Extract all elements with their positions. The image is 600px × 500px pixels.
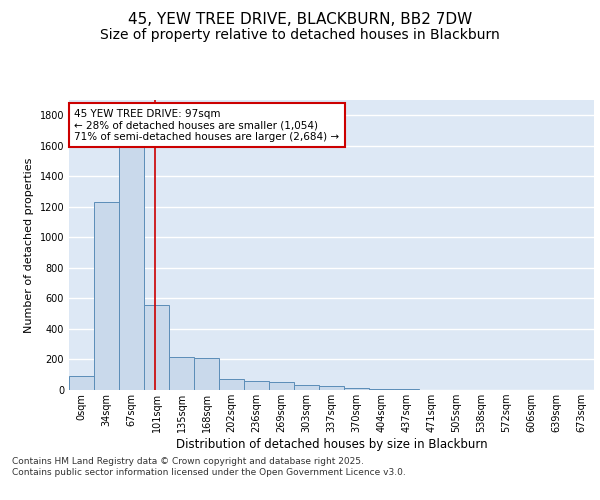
Bar bbox=[219, 380, 244, 390]
Bar bbox=[69, 376, 94, 390]
X-axis label: Distribution of detached houses by size in Blackburn: Distribution of detached houses by size … bbox=[176, 438, 487, 451]
Bar bbox=[144, 304, 169, 390]
Text: Contains HM Land Registry data © Crown copyright and database right 2025.
Contai: Contains HM Land Registry data © Crown c… bbox=[12, 458, 406, 477]
Bar bbox=[344, 388, 369, 390]
Text: Size of property relative to detached houses in Blackburn: Size of property relative to detached ho… bbox=[100, 28, 500, 42]
Text: 45 YEW TREE DRIVE: 97sqm
← 28% of detached houses are smaller (1,054)
71% of sem: 45 YEW TREE DRIVE: 97sqm ← 28% of detach… bbox=[74, 108, 340, 142]
Text: 45, YEW TREE DRIVE, BLACKBURN, BB2 7DW: 45, YEW TREE DRIVE, BLACKBURN, BB2 7DW bbox=[128, 12, 472, 28]
Y-axis label: Number of detached properties: Number of detached properties bbox=[24, 158, 34, 332]
Bar bbox=[269, 382, 294, 390]
Bar bbox=[94, 202, 119, 390]
Bar bbox=[369, 389, 394, 390]
Bar bbox=[319, 386, 344, 390]
Bar bbox=[194, 358, 219, 390]
Bar bbox=[119, 142, 144, 390]
Bar bbox=[244, 381, 269, 390]
Bar bbox=[169, 357, 194, 390]
Bar bbox=[294, 384, 319, 390]
Bar bbox=[394, 389, 419, 390]
